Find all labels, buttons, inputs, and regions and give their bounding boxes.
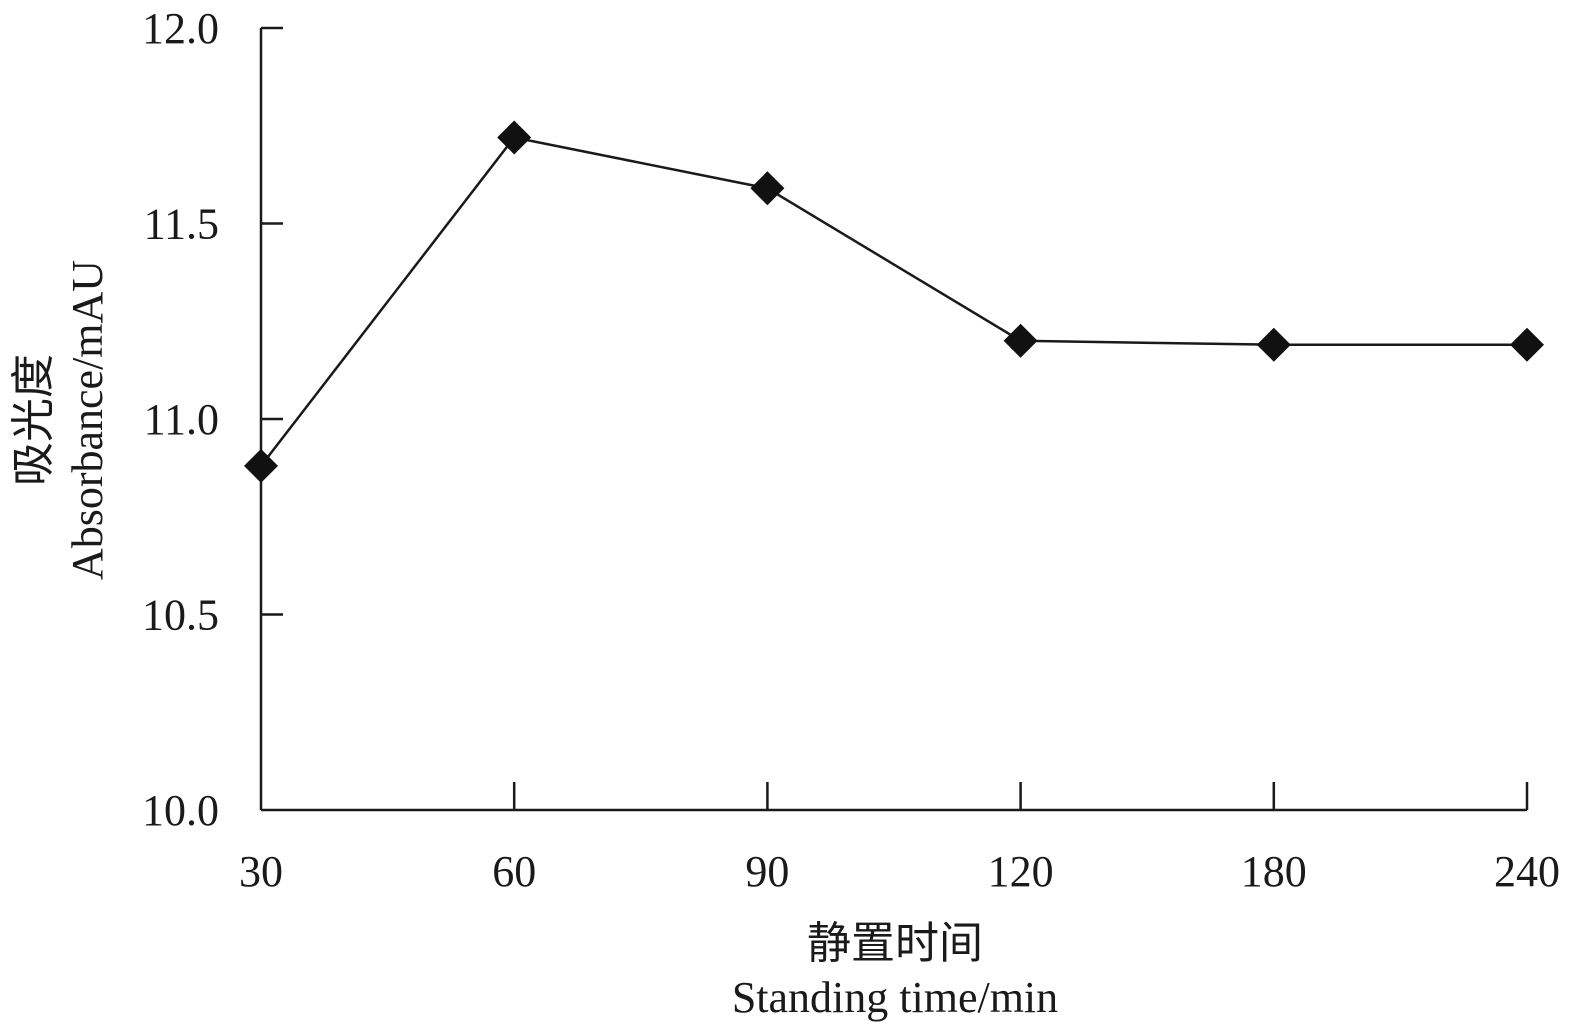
series-line — [260, 136, 1527, 467]
data-point-marker — [497, 120, 532, 155]
x-tick-label: 60 — [492, 847, 536, 896]
y-tick-label: 11.5 — [144, 200, 219, 249]
x-tick-label: 240 — [1494, 847, 1560, 896]
y-tick-label: 11.0 — [144, 395, 219, 444]
y-axis-title-en-group: Absorbance/mAU — [63, 260, 112, 580]
y-axis-title-cn: 吸光度 — [9, 354, 58, 486]
y-tick-label: 10.0 — [142, 786, 219, 835]
x-axis-ticks: 30 60 90 120 180 240 — [239, 782, 1560, 896]
data-point-marker — [750, 171, 785, 206]
x-tick-label: 180 — [1241, 847, 1307, 896]
x-axis-title-en: Standing time/min — [732, 973, 1058, 1022]
y-axis-ticks: 10.0 10.5 11.0 11.5 12.0 — [142, 4, 283, 835]
y-tick-label: 12.0 — [142, 4, 219, 53]
x-tick-label: 120 — [988, 847, 1054, 896]
data-point-marker — [244, 448, 278, 483]
y-axis-title-cn-group: 吸光度 — [9, 354, 58, 486]
x-axis-title-cn: 静置时间 — [807, 919, 983, 968]
x-tick-label: 90 — [745, 847, 789, 896]
x-tick-label: 30 — [239, 847, 283, 896]
data-point-marker — [1003, 323, 1038, 358]
series-markers — [244, 120, 1544, 483]
y-axis-title-en: Absorbance/mAU — [63, 260, 112, 580]
data-point-marker — [1256, 327, 1291, 362]
y-tick-label: 10.5 — [142, 591, 219, 640]
data-point-marker — [1510, 327, 1544, 362]
